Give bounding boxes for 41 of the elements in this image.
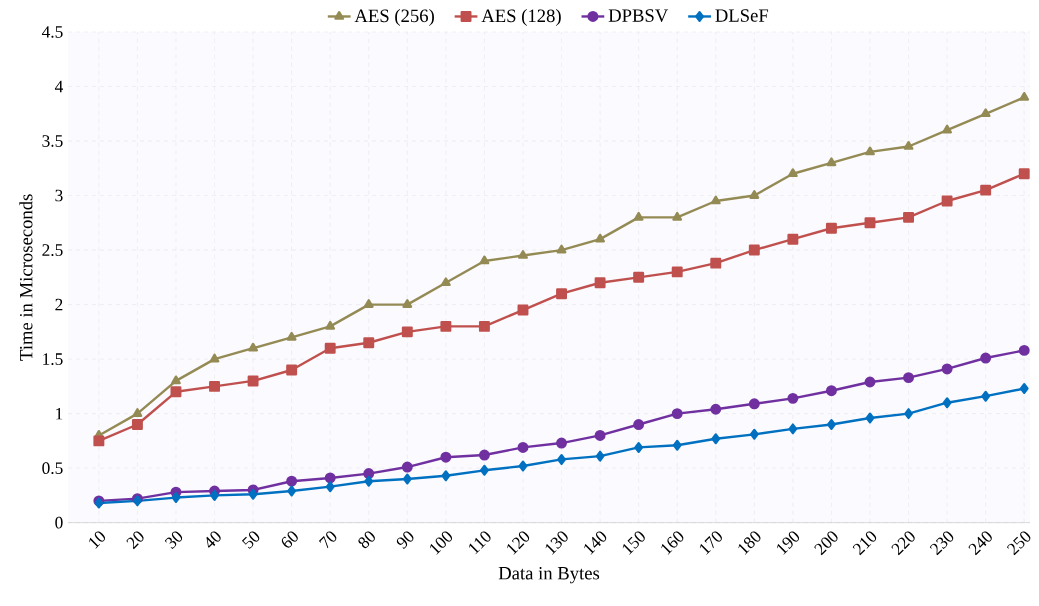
y-tick-label: 2.5: [42, 244, 63, 256]
y-tick-label: 3: [55, 189, 63, 202]
x-tick-label: 200: [814, 531, 838, 556]
y-tick-label: 1.5: [43, 353, 63, 365]
x-tick-label: 50: [241, 531, 260, 549]
x-tick-label: 240: [968, 531, 992, 556]
x-tick-label: 220: [891, 531, 915, 556]
y-tick-label: 4: [54, 80, 64, 93]
x-tick-label: 250: [1006, 531, 1031, 556]
y-tick-label: 0.5: [42, 462, 63, 475]
x-tick-label: 230: [929, 531, 954, 556]
x-tick-label: 130: [545, 531, 568, 555]
x-tick-label: 90: [396, 531, 414, 549]
y-axis-title: Time in Microseconds: [19, 194, 33, 361]
legend-label: DPBSV: [608, 9, 669, 22]
legend-label: AES (256): [354, 8, 434, 26]
x-tick-label: 10: [89, 531, 106, 549]
legend-label: AES (128): [481, 8, 561, 26]
x-axis-title: Data in Bytes: [498, 566, 600, 584]
x-tick-label: 120: [507, 531, 530, 555]
y-tick-label: 1: [56, 407, 63, 420]
legend-label: DLSeF: [715, 9, 769, 22]
x-tick-label: 210: [852, 531, 877, 556]
x-tick-label: 150: [622, 531, 645, 555]
x-tick-label: 40: [206, 531, 221, 548]
x-tick-label: 190: [776, 531, 800, 555]
y-tick-label: 4.5: [41, 26, 63, 38]
x-tick-label: 170: [699, 531, 722, 555]
y-tick-label: 2: [55, 298, 63, 311]
x-tick-label: 140: [584, 531, 607, 555]
y-tick-label: 0: [55, 516, 63, 529]
y-tick-label: 3.5: [42, 135, 63, 147]
x-tick-label: 60: [281, 531, 298, 548]
x-tick-label: 180: [738, 531, 761, 555]
x-tick-label: 110: [468, 531, 491, 555]
x-tick-label: 70: [318, 531, 337, 549]
x-tick-label: 20: [126, 531, 144, 550]
x-tick-label: 30: [164, 531, 183, 549]
x-tick-label: 80: [358, 531, 375, 549]
x-tick-label: 160: [661, 531, 684, 555]
x-tick-label: 100: [429, 531, 453, 555]
